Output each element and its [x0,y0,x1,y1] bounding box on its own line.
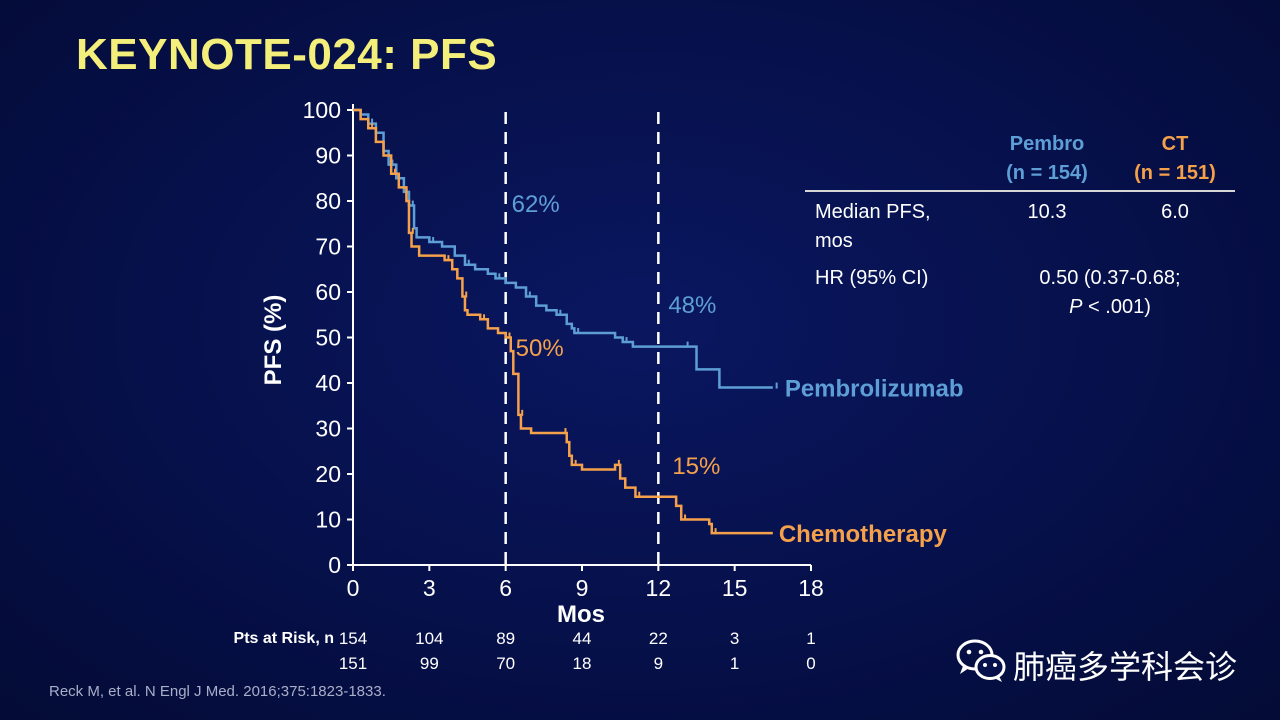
x-tick-label: 3 [423,575,436,601]
hr-label: HR (95% CI) [815,267,929,289]
watermark-text: 肺癌多学科会诊 [1013,648,1238,686]
wechat-icon [956,639,1006,682]
at-risk-value: 1 [729,654,740,673]
y-tick-label: 40 [315,370,341,396]
pembro-header: Pembro (n = 154) [1006,133,1088,184]
at-risk-value: 1 [806,629,816,648]
y-tick-label: 20 [315,461,341,487]
at-risk-value: 104 [415,629,444,648]
median-pfs-ct: 6.0 [1161,201,1189,223]
x-tick-label: 9 [576,575,589,601]
page-title: KEYNOTE-024: PFS [76,30,498,79]
at-risk-value: 99 [419,654,439,673]
y-tick-label: 100 [303,97,341,123]
y-tick-label: 60 [315,279,341,305]
series-label-pembrolizumab: Pembrolizumab [785,376,964,403]
y-tick-label: 0 [328,552,341,578]
ct-header: CT (n = 151) [1134,133,1216,184]
p-value: P < .001) [1069,296,1151,318]
y-tick-label: 30 [315,416,341,442]
stats-divider [805,190,1235,192]
at-risk-label: Pts at Risk, n [233,630,334,647]
at-risk-value: 151 [338,654,368,673]
at-risk-value: 3 [729,629,740,648]
x-axis-label: Mos [557,601,605,628]
citation: Reck M, et al. N Engl J Med. 2016;375:18… [49,683,386,700]
median-pfs-label: Median PFS, mos [815,201,931,252]
series-label-chemotherapy: Chemotherapy [779,521,948,548]
y-tick-label: 10 [315,507,341,533]
callout-label: 62% [512,191,560,218]
y-tick-label: 50 [315,325,341,351]
x-tick-label: 6 [499,575,512,601]
y-axis-label: PFS (%) [260,294,287,386]
x-tick-label: 0 [347,575,360,601]
y-tick-label: 70 [315,234,341,260]
at-risk-value: 44 [572,629,592,648]
callout-label: 15% [672,453,720,480]
at-risk-value: 89 [496,629,516,648]
series-line-pembrolizumab [353,108,773,389]
y-tick-label: 80 [315,188,341,214]
x-tick-label: 12 [646,575,672,601]
callout-label: 50% [516,335,564,362]
at-risk-value: 18 [572,654,592,673]
y-tick-label: 90 [315,143,341,169]
at-risk-value: 154 [338,629,368,648]
hr-value: 0.50 (0.37-0.68; P < .001) [1005,264,1215,322]
at-risk-value: 0 [806,654,816,673]
callout-label: 48% [668,292,716,319]
at-risk-value: 70 [496,654,516,673]
at-risk-value: 22 [648,629,668,648]
x-tick-label: 15 [722,575,748,601]
at-risk-value: 9 [653,654,664,673]
series-line-chemotherapy [353,108,773,535]
median-pfs-pembro: 10.3 [1027,201,1067,223]
x-tick-label: 18 [798,575,824,601]
